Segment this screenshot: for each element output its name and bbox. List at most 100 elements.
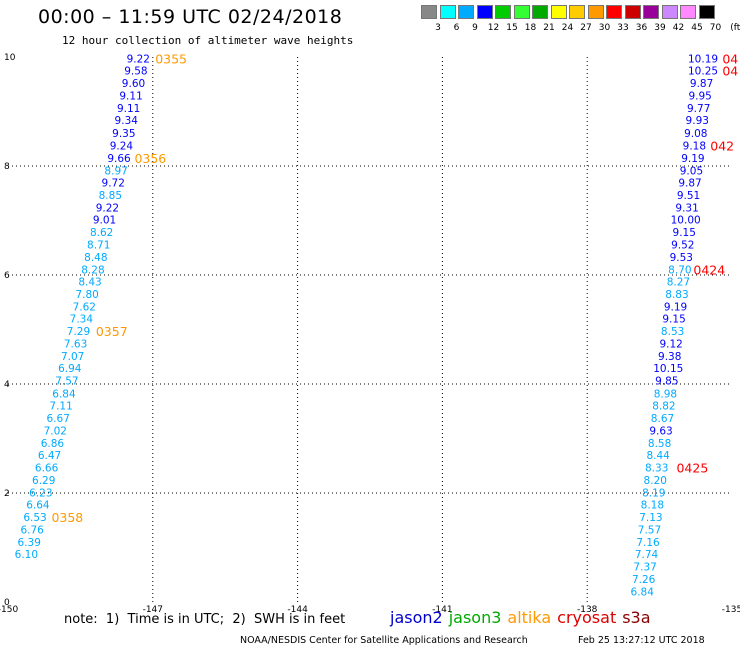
colorbar-label: (ft) — [730, 23, 740, 33]
pass-time-label: 04 — [722, 52, 738, 67]
wave-height-value: 9.34 — [115, 115, 139, 127]
colorbar-swatch — [680, 5, 696, 19]
wave-height-value: 6.94 — [58, 363, 82, 375]
wave-height-value: 9.19 — [681, 153, 704, 165]
wave-height-value: 8.18 — [641, 499, 664, 511]
wave-height-value: 8.85 — [99, 190, 122, 202]
colorbar-label: 42 — [672, 23, 685, 33]
page-subtitle: 12 hour collection of altimeter wave hei… — [62, 34, 354, 47]
wave-height-value: 6.84 — [52, 388, 76, 400]
wave-height-value: 6.86 — [41, 438, 65, 450]
wave-height-value: 7.07 — [61, 351, 84, 363]
wave-height-value: 9.95 — [688, 91, 711, 103]
legend-item-s3a: s3a — [622, 608, 651, 627]
wave-height-value: 8.33 — [645, 462, 668, 474]
wave-height-value: 8.27 — [667, 277, 690, 289]
colorbar-label: 33 — [617, 23, 629, 33]
wave-height-value: 7.26 — [632, 574, 656, 586]
x-tick-label: -147 — [143, 605, 163, 615]
wave-height-value: 8.83 — [665, 289, 688, 301]
pass-time-label: 042 — [710, 138, 734, 153]
wave-height-value: 6.39 — [18, 537, 41, 549]
x-tick-label: -144 — [287, 605, 308, 615]
wave-height-value: 6.84 — [631, 587, 655, 599]
wave-height-value: 9.60 — [122, 78, 145, 90]
colorbar-swatch — [495, 5, 511, 19]
satellite-legend: jason2 jason3 altika cryosat s3a — [390, 608, 657, 627]
wave-height-value: 8.71 — [87, 239, 110, 251]
colorbar-swatch — [532, 5, 548, 19]
legend-item-jason3: jason3 — [448, 608, 502, 627]
wave-height-value: 8.43 — [78, 277, 101, 289]
wave-height-value: 8.28 — [81, 265, 104, 277]
wave-height-value: 9.22 — [127, 54, 150, 66]
wave-height-value: 9.87 — [690, 78, 713, 90]
wave-height-value: 9.72 — [102, 177, 125, 189]
wave-height-value: 9.24 — [110, 140, 134, 152]
wave-height-value: 9.66 — [107, 153, 131, 165]
y-tick-label: 10 — [4, 53, 16, 63]
wave-height-value: 9.01 — [93, 214, 116, 226]
y-tick-label: 2 — [4, 489, 10, 499]
wave-height-value: 9.11 — [117, 103, 140, 115]
wave-height-value: 7.13 — [639, 512, 662, 524]
wave-height-value: 9.22 — [96, 202, 119, 214]
colorbar-swatch — [606, 5, 622, 19]
colorbar-swatch — [698, 5, 715, 19]
wave-height-value: 7.57 — [638, 525, 661, 537]
wave-height-value: 8.97 — [104, 165, 127, 177]
x-tick-label: -135 — [722, 605, 740, 615]
colorbar-swatch — [476, 5, 493, 19]
wave-height-value: 10.15 — [653, 363, 683, 375]
colorbar-label: 12 — [487, 23, 500, 33]
wave-height-value: 9.77 — [687, 103, 710, 115]
wave-height-value: 6.66 — [35, 462, 59, 474]
pass-time-label: 0355 — [155, 52, 187, 67]
colorbar-label: 30 — [598, 23, 611, 33]
wave-height-value: 10.25 — [688, 66, 718, 78]
colorbar-swatch — [643, 5, 659, 19]
wave-height-value: 8.19 — [642, 487, 665, 499]
pass-time-label: 0425 — [676, 460, 708, 475]
wave-height-value: 6.67 — [47, 413, 70, 425]
wave-height-value: 7.74 — [635, 549, 659, 561]
pass-time-label: 0356 — [134, 151, 166, 166]
wave-height-value: 8.98 — [654, 388, 677, 400]
wave-height-value: 9.05 — [680, 165, 703, 177]
wave-height-value: 7.16 — [636, 537, 660, 549]
wave-height-value: 9.38 — [658, 351, 681, 363]
wave-height-value: 6.53 — [23, 512, 46, 524]
wave-height-value: 7.80 — [75, 289, 98, 301]
wave-height-value: 7.57 — [55, 376, 78, 388]
wave-height-value: 8.20 — [644, 475, 667, 487]
footnote: note: 1) Time is in UTC; 2) SWH is in fe… — [64, 612, 346, 627]
wave-height-value: 6.76 — [20, 525, 44, 537]
wave-height-value: 7.02 — [44, 425, 67, 437]
wave-height-value: 7.37 — [633, 562, 656, 574]
credit-line: NOAA/NESDIS Center for Satellite Applica… — [240, 635, 528, 646]
colorbar-label: 45 — [691, 23, 703, 33]
wave-height-value: 9.31 — [675, 202, 698, 214]
wave-height-value: 8.58 — [648, 438, 671, 450]
pass-time-label: 0424 — [693, 263, 725, 278]
page-title: 00:00 – 11:59 UTC 02/24/2018 — [38, 6, 343, 28]
colorbar-swatch — [550, 5, 567, 19]
wave-height-value: 9.58 — [124, 66, 147, 78]
pass-time-label: 04 — [722, 64, 738, 79]
colorbar-swatch — [587, 5, 604, 19]
colorbar-label: 18 — [524, 23, 537, 33]
wave-height-value: 6.64 — [26, 499, 50, 511]
wave-height-value: 9.87 — [678, 177, 701, 189]
colorbar-label: 27 — [580, 23, 592, 33]
wave-height-value: 8.70 — [668, 265, 691, 277]
y-tick-label: 6 — [4, 271, 10, 281]
wave-height-value: 9.12 — [659, 339, 682, 351]
wave-height-value: 8.44 — [646, 450, 670, 462]
wave-height-value: 9.63 — [649, 425, 672, 437]
colorbar-swatch — [624, 5, 641, 19]
wave-height-value: 8.82 — [652, 400, 675, 412]
colorbar-label: 36 — [635, 23, 648, 33]
colorbar-label: 6 — [453, 23, 460, 33]
wave-height-value: 8.53 — [661, 326, 684, 338]
